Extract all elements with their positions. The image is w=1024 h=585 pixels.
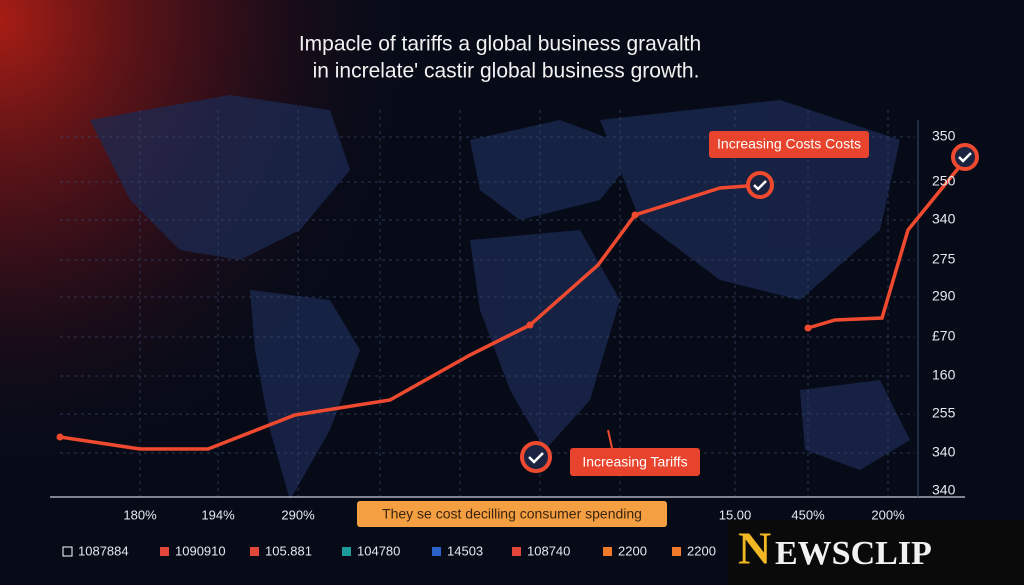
- callout-box: [570, 448, 700, 476]
- legend-swatch: [512, 547, 521, 556]
- trend-line: [807, 158, 967, 330]
- logo-box: [728, 520, 1024, 585]
- legend-swatch: [342, 547, 351, 556]
- x-label: 200%: [871, 507, 905, 522]
- legend-label: 104780: [357, 543, 400, 558]
- y-label: 250: [932, 173, 956, 189]
- x-label: 290%: [281, 507, 315, 522]
- legend-swatch: [62, 546, 73, 557]
- line-dots: [56, 211, 812, 441]
- legend-label: 105.881: [265, 543, 312, 558]
- callout-box: [709, 131, 869, 158]
- grid: [60, 110, 915, 497]
- legend-label: 2200: [618, 543, 647, 558]
- check-icon: [951, 143, 979, 171]
- x-label: 15.00: [719, 507, 752, 522]
- legend-label: 2200: [687, 543, 716, 558]
- logo: N: [738, 523, 771, 574]
- trend-line: [59, 183, 761, 451]
- title: in increlate' castir global business gro…: [313, 60, 700, 83]
- legend-swatch: [250, 547, 259, 556]
- legend-label: 14503: [447, 543, 483, 558]
- x-label: 180%: [123, 507, 157, 522]
- legend-swatch: [672, 547, 681, 556]
- banner-box: [357, 501, 667, 527]
- x-label: 450%: [791, 507, 825, 522]
- y-label: 275: [932, 251, 956, 267]
- legend-label: 108740: [527, 543, 570, 558]
- logo: EWSCLIP: [775, 535, 932, 572]
- y-label: 290: [932, 288, 956, 304]
- legend-swatch: [432, 547, 441, 556]
- legend-swatch: [160, 547, 169, 556]
- legend-label: 1090910: [175, 543, 226, 558]
- callout-pointer: [607, 429, 613, 449]
- callout-text: Increasing Costs Costs: [717, 136, 861, 152]
- check-icon: [746, 171, 774, 199]
- y-label: 350: [932, 128, 956, 144]
- callout-text: Increasing Tariffs: [582, 454, 687, 470]
- y-label: 160: [932, 367, 956, 383]
- check-icon: [520, 441, 552, 473]
- legend-label: 1087884: [78, 543, 129, 558]
- y-label: 255: [932, 405, 956, 421]
- legend-swatch: [603, 547, 612, 556]
- y-label: 340: [932, 482, 956, 498]
- title: Impacle of tariffs a global business gra…: [299, 33, 701, 56]
- banner-text: They se cost decilling consumer spending: [382, 506, 642, 522]
- y-label: £70: [932, 328, 956, 344]
- x-label: 194%: [201, 507, 235, 522]
- y-label: 340: [932, 444, 956, 460]
- y-label: 340: [932, 211, 956, 227]
